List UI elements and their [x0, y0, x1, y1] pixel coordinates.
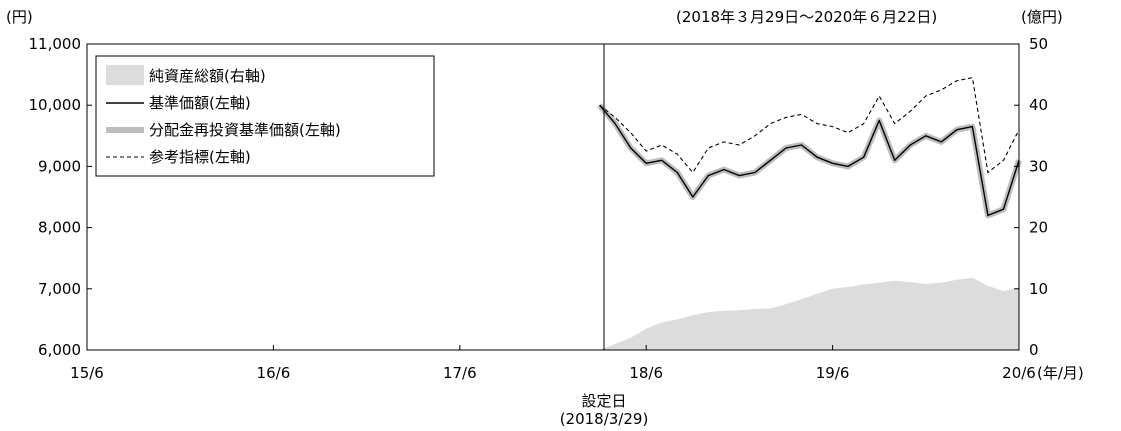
- x-tick-label: 18/6: [629, 364, 663, 382]
- left-tick-label: 11,000: [29, 35, 82, 53]
- left-axis: 11,000 10,000 9,000 8,000 7,000 6,000: [29, 35, 92, 359]
- net-assets-area: [599, 277, 1019, 350]
- legend: 純資産総額(右軸) 基準価額(左軸) 分配金再投資基準価額(左軸) 参考指標(左…: [95, 55, 435, 177]
- left-tick-label: 10,000: [29, 96, 82, 114]
- legend-label-reinvested: 分配金再投資基準価額(左軸): [149, 121, 341, 139]
- x-tick-label: 15/6: [70, 364, 104, 382]
- right-tick-label: 20: [1029, 219, 1048, 237]
- right-tick-label: 0: [1029, 341, 1039, 359]
- legend-label-nav: 基準価額(左軸): [149, 94, 251, 112]
- nav-line: [599, 104, 1020, 217]
- x-tick-label: 17/6: [443, 364, 477, 382]
- right-tick-label: 10: [1029, 280, 1048, 298]
- left-tick-label: 7,000: [38, 280, 81, 298]
- left-tick-label: 6,000: [38, 341, 81, 359]
- right-tick-label: 30: [1029, 157, 1048, 175]
- right-tick-label: 50: [1029, 35, 1048, 53]
- x-axis: 15/6 16/6 17/6 18/6 19/6 20/6: [70, 345, 1036, 382]
- legend-swatch-net-assets: [106, 65, 144, 85]
- period-label: (2018年３月29日～2020年６月22日): [676, 8, 937, 26]
- left-unit-label: (円): [6, 8, 33, 26]
- x-tick-label: 16/6: [257, 364, 291, 382]
- x-tick-label: 19/6: [816, 364, 850, 382]
- left-tick-label: 9,000: [38, 157, 81, 175]
- left-tick-label: 8,000: [38, 219, 81, 237]
- inception-date: (2018/3/29): [560, 410, 649, 428]
- right-axis: 50 40 30 20 10 0: [1014, 35, 1048, 359]
- x-tick-label: 20/6: [1002, 364, 1036, 382]
- inception-label: 設定日: [581, 392, 626, 410]
- legend-label-benchmark: 参考指標(左軸): [149, 148, 251, 166]
- legend-box: [95, 55, 435, 177]
- legend-label-net-assets: 純資産総額(右軸): [149, 67, 266, 85]
- x-unit-label: (年/月): [1037, 364, 1084, 382]
- plot-frame: [86, 43, 1020, 351]
- benchmark-line: [599, 77, 1020, 174]
- right-unit-label: (億円): [1021, 8, 1063, 26]
- right-tick-label: 40: [1029, 96, 1048, 114]
